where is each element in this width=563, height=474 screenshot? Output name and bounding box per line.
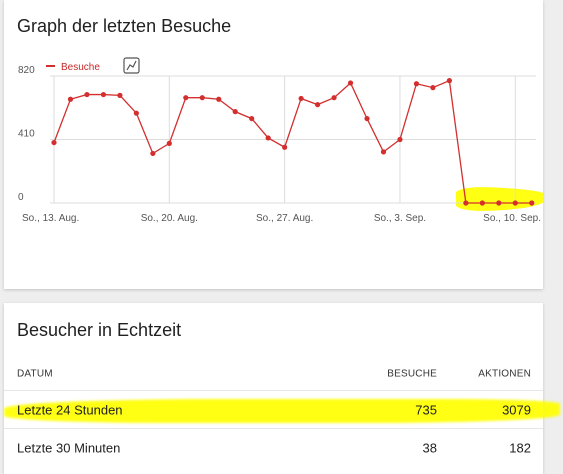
data-point[interactable]: [150, 150, 156, 157]
x-tick-label: So., 13. Aug.: [22, 213, 79, 224]
data-point[interactable]: [51, 139, 57, 146]
data-point[interactable]: [314, 102, 321, 108]
data-point[interactable]: [282, 144, 288, 150]
data-point[interactable]: [479, 200, 485, 206]
data-point[interactable]: [364, 115, 370, 122]
data-point[interactable]: [430, 85, 436, 91]
y-tick-label: 0: [18, 192, 24, 203]
data-point[interactable]: [100, 91, 107, 98]
line-chart-icon: [126, 60, 137, 71]
series-line-besuche: [53, 79, 532, 204]
y-tick-label: 820: [18, 65, 35, 76]
data-point[interactable]: [463, 200, 469, 206]
row-visits: 735: [415, 402, 437, 417]
visits-graph-card: Graph der letzten Besuche 0 410 820 So., 13…: [4, 0, 543, 289]
x-tick-label: So., 20. Aug.: [141, 213, 198, 224]
chart-highlight-marker: [456, 187, 543, 211]
row-visits: 38: [422, 440, 437, 455]
data-point[interactable]: [183, 95, 189, 101]
data-point[interactable]: [232, 109, 238, 115]
data-point[interactable]: [216, 96, 222, 102]
table-header-row: DATUM BESUCHE AKTIONEN: [4, 358, 543, 390]
realtime-visitors-card: Besucher in Echtzeit DATUM BESUCHE AKTIO…: [4, 303, 560, 474]
data-point[interactable]: [199, 95, 205, 101]
table-row: Letzte 30 Minuten 38 182: [4, 428, 543, 466]
live-card-title: Besucher in Echtzeit: [17, 320, 182, 340]
row-actions: 3079: [502, 402, 531, 417]
data-point[interactable]: [249, 115, 255, 122]
legend-label-besuche[interactable]: Besuche: [61, 62, 100, 73]
row-actions: 182: [509, 440, 531, 455]
data-point[interactable]: [512, 200, 518, 206]
column-header-date[interactable]: DATUM: [17, 368, 53, 380]
data-point[interactable]: [397, 136, 403, 143]
data-point[interactable]: [413, 81, 420, 87]
column-header-visits[interactable]: BESUCHE: [387, 368, 437, 380]
realtime-table: DATUM BESUCHE AKTIONEN Letzte 24 Stunden…: [4, 358, 543, 466]
row-date: Letzte 30 Minuten: [17, 440, 121, 455]
data-point[interactable]: [331, 95, 337, 101]
data-point[interactable]: [133, 110, 139, 116]
data-point[interactable]: [265, 135, 271, 141]
y-tick-label: 410: [18, 129, 35, 140]
table-row: Letzte 24 Stunden 735 3079: [4, 390, 543, 428]
x-tick-label: So., 3. Sep.: [374, 213, 426, 224]
data-point[interactable]: [84, 91, 90, 98]
data-point[interactable]: [380, 149, 387, 155]
column-header-actions[interactable]: AKTIONEN: [478, 368, 531, 380]
x-tick-label: So., 10. Sep.: [483, 213, 541, 224]
graph-card-title: Graph der letzten Besuche: [17, 16, 232, 36]
data-point[interactable]: [117, 92, 123, 98]
row-date: Letzte 24 Stunden: [17, 402, 123, 417]
visits-line-chart: 0 410 820 So., 13. Aug. So., 20. Aug. So., 27…: [18, 57, 543, 224]
data-point[interactable]: [496, 200, 502, 206]
x-tick-label: So., 27. Aug.: [256, 213, 313, 224]
data-point[interactable]: [446, 78, 452, 84]
data-point[interactable]: [529, 200, 535, 206]
data-point[interactable]: [347, 80, 354, 86]
data-point[interactable]: [298, 95, 304, 102]
data-point[interactable]: [67, 96, 74, 102]
data-point[interactable]: [166, 140, 172, 146]
